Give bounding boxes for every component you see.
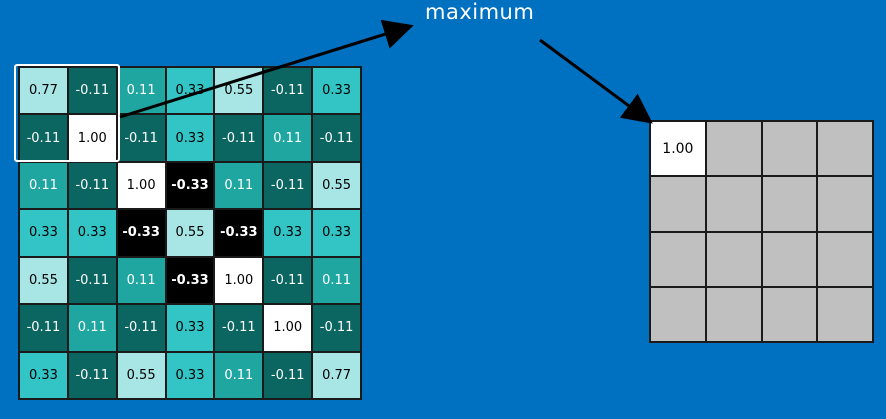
output-cell [762,177,817,231]
input-cell: 0.77 [313,352,360,398]
input-cell: 1.00 [215,257,263,304]
input-cell: -0.11 [68,257,116,304]
input-cell: -0.33 [215,210,263,256]
input-cell: 0.33 [166,68,214,114]
pooling-window-highlight [14,64,120,162]
output-cell [818,232,872,286]
input-cell: 0.33 [166,352,214,398]
output-cell [818,177,872,231]
input-cell: -0.11 [215,305,263,351]
output-cell: 1.00 [651,122,705,176]
arrow-window-to-max [119,19,414,119]
output-cell [706,287,761,341]
input-cell: 0.11 [68,305,116,351]
output-cell [762,232,817,286]
input-cell: 0.11 [264,115,312,161]
input-cell: -0.33 [117,210,165,256]
input-cell: 0.55 [117,352,165,398]
input-cell: 1.00 [68,115,116,161]
output-cell [818,287,872,341]
input-cell: -0.11 [68,352,116,398]
input-cell: -0.11 [20,305,67,351]
input-cell: -0.11 [215,115,263,161]
input-cell: 0.33 [313,68,360,114]
input-feature-map: 0.77 -0.11 0.11 0.33 0.55 -0.11 0.33 -0.11 1.00-… [18,66,362,400]
input-cell: 0.11 [117,257,165,304]
input-cell: 0.33 [313,210,360,256]
arrow-max-to-output [539,38,653,124]
input-cell: -0.11 [313,115,360,161]
input-cell: -0.11 [264,257,312,304]
input-cell: 0.55 [20,257,67,304]
input-cell: 0.11 [215,352,263,398]
input-cell: 0.77 [20,68,67,114]
input-cell: -0.11 [117,305,165,351]
input-cell: -0.11 [264,352,312,398]
input-cell: -0.33 [166,162,214,209]
pooled-output-map: 1.00 [649,120,874,343]
output-cell [706,232,761,286]
input-cell: 0.11 [215,162,263,209]
input-cell: 0.55 [313,162,360,209]
input-cell: -0.11 [264,68,312,114]
output-cell [762,122,817,176]
output-cell [651,287,705,341]
input-cell: 1.00 [264,305,312,351]
output-cell [651,177,705,231]
input-cell: -0.11 [68,68,116,114]
input-cell: 0.11 [20,162,67,209]
output-cell [706,177,761,231]
input-cell: 0.33 [68,210,116,256]
input-cell: 0.55 [166,210,214,256]
input-cell: -0.33 [166,257,214,304]
input-cell: -0.11 [313,305,360,351]
input-cell: 0.33 [264,210,312,256]
input-cell: 0.33 [20,210,67,256]
input-cell: -0.11 [20,115,67,161]
input-cell: 1.00 [117,162,165,209]
output-cell [651,232,705,286]
input-cell: -0.11 [68,162,116,209]
output-cell [762,287,817,341]
input-cell: 0.33 [166,115,214,161]
output-cell [818,122,872,176]
title-maximum: maximum [425,0,535,24]
output-cell [706,122,761,176]
input-cell: -0.11 [117,115,165,161]
input-cell: -0.11 [264,162,312,209]
input-cell: 0.33 [20,352,67,398]
input-cell: 0.11 [313,257,360,304]
input-cell: 0.33 [166,305,214,351]
